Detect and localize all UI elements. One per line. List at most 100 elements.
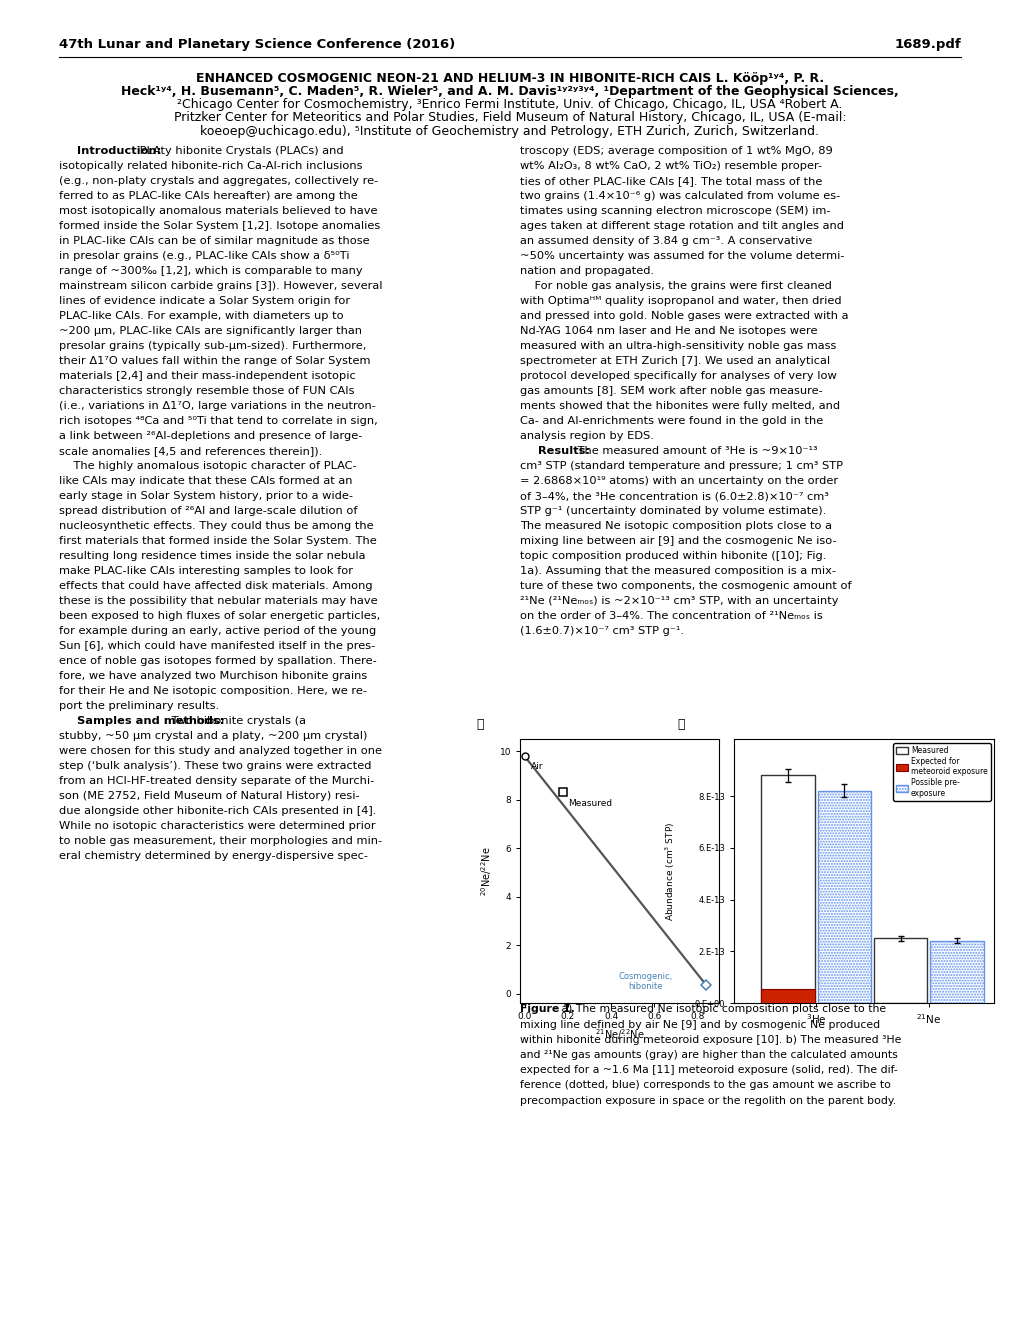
Text: ence of noble gas isotopes formed by spallation. There-: ence of noble gas isotopes formed by spa… [59, 656, 377, 665]
Text: lines of evidence indicate a Solar System origin for: lines of evidence indicate a Solar Syste… [59, 296, 350, 306]
Text: ²Chicago Center for Cosmochemistry, ³Enrico Fermi Institute, Univ. of Chicago, C: ²Chicago Center for Cosmochemistry, ³Enr… [177, 98, 842, 111]
Text: most isotopically anomalous materials believed to have: most isotopically anomalous materials be… [59, 206, 377, 216]
Text: ments showed that the hibonites were fully melted, and: ments showed that the hibonites were ful… [520, 401, 840, 411]
Bar [929, 941, 982, 1003]
Text: spread distribution of ²⁶Al and large-scale dilution of: spread distribution of ²⁶Al and large-sc… [59, 506, 358, 516]
Text: (1.6±0.7)×10⁻⁷ cm³ STP g⁻¹.: (1.6±0.7)×10⁻⁷ cm³ STP g⁻¹. [520, 626, 684, 636]
Text: early stage in Solar System history, prior to a wide-: early stage in Solar System history, pri… [59, 491, 353, 502]
Text: materials [2,4] and their mass-independent isotopic: materials [2,4] and their mass-independe… [59, 371, 356, 381]
Text: The measured Ne isotopic composition plots close to a: The measured Ne isotopic composition plo… [520, 521, 832, 531]
Text: a) The measured Ne isotopic composition plots close to the: a) The measured Ne isotopic composition … [557, 1005, 886, 1015]
Text: on the order of 3–4%. The concentration of ²¹Neₘₒₛ is: on the order of 3–4%. The concentration … [520, 611, 822, 620]
Text: 1689.pdf: 1689.pdf [894, 37, 960, 50]
Text: for their He and Ne isotopic composition. Here, we re-: for their He and Ne isotopic composition… [59, 686, 367, 696]
Text: fore, we have analyzed two Murchison hibonite grains: fore, we have analyzed two Murchison hib… [59, 671, 367, 681]
Text: from an HCl-HF-treated density separate of the Murchi-: from an HCl-HF-treated density separate … [59, 776, 374, 785]
Text: Measured: Measured [568, 799, 611, 808]
Text: these is the possibility that nebular materials may have: these is the possibility that nebular ma… [59, 595, 377, 606]
Text: in presolar grains (e.g., PLAC-like CAIs show a δ⁵⁰Ti: in presolar grains (e.g., PLAC-like CAIs… [59, 251, 350, 261]
Text: measured with an ultra-high-sensitivity noble gas mass: measured with an ultra-high-sensitivity … [520, 341, 836, 351]
Text: step (‘bulk analysis’). These two grains were extracted: step (‘bulk analysis’). These two grains… [59, 760, 371, 771]
Text: STP g⁻¹ (uncertainty dominated by volume estimate).: STP g⁻¹ (uncertainty dominated by volume… [520, 506, 825, 516]
Text: isotopically related hibonite-rich Ca-Al-rich inclusions: isotopically related hibonite-rich Ca-Al… [59, 161, 363, 172]
Text: ~50% uncertainty was assumed for the volume determi-: ~50% uncertainty was assumed for the vol… [520, 251, 844, 261]
Text: ⓑ: ⓑ [677, 718, 684, 731]
Legend: Measured, Expected for
meteoroid exposure, Possible pre-
exposure: Measured, Expected for meteoroid exposur… [893, 743, 989, 801]
Text: troscopy (EDS; average composition of 1 wt% MgO, 89: troscopy (EDS; average composition of 1 … [520, 147, 833, 157]
Y-axis label: Abundance (cm$^{3}$ STP): Abundance (cm$^{3}$ STP) [663, 821, 677, 921]
Text: topic composition produced within hibonite ([10]; Fig.: topic composition produced within hiboni… [520, 550, 825, 561]
Text: nation and propagated.: nation and propagated. [520, 267, 653, 276]
Text: Ca- and Al-enrichments were found in the gold in the: Ca- and Al-enrichments were found in the… [520, 416, 822, 426]
Text: ture of these two components, the cosmogenic amount of: ture of these two components, the cosmog… [520, 581, 851, 591]
Text: resulting long residence times inside the solar nebula: resulting long residence times inside th… [59, 550, 365, 561]
Text: expected for a ~1.6 Ma [11] meteoroid exposure (solid, red). The dif-: expected for a ~1.6 Ma [11] meteoroid ex… [520, 1065, 897, 1076]
Text: The measured amount of ³He is ~9×10⁻¹³: The measured amount of ³He is ~9×10⁻¹³ [574, 446, 817, 457]
Text: analysis region by EDS.: analysis region by EDS. [520, 432, 653, 441]
Text: port the preliminary results.: port the preliminary results. [59, 701, 219, 710]
Text: mixing line between air [9] and the cosmogenic Ne iso-: mixing line between air [9] and the cosm… [520, 536, 836, 546]
Text: ties of other PLAC-like CAIs [4]. The total mass of the: ties of other PLAC-like CAIs [4]. The to… [520, 177, 821, 186]
Text: 1a). Assuming that the measured composition is a mix-: 1a). Assuming that the measured composit… [520, 566, 836, 576]
Bar [760, 989, 814, 1003]
Text: ferred to as PLAC-like CAIs hereafter) are among the: ferred to as PLAC-like CAIs hereafter) a… [59, 191, 358, 202]
Text: nucleosynthetic effects. They could thus be among the: nucleosynthetic effects. They could thus… [59, 521, 373, 531]
Text: mixing line defined by air Ne [9] and by cosmogenic Ne produced: mixing line defined by air Ne [9] and by… [520, 1019, 879, 1030]
Text: For noble gas analysis, the grains were first cleaned: For noble gas analysis, the grains were … [520, 281, 832, 292]
Text: The highly anomalous isotopic character of PLAC-: The highly anomalous isotopic character … [59, 461, 357, 471]
Text: scale anomalies [4,5 and references therein]).: scale anomalies [4,5 and references ther… [59, 446, 322, 457]
Bar [760, 775, 814, 1003]
Text: spectrometer at ETH Zurich [7]. We used an analytical: spectrometer at ETH Zurich [7]. We used … [520, 356, 829, 366]
Text: = 2.6868×10¹⁹ atoms) with an uncertainty on the order: = 2.6868×10¹⁹ atoms) with an uncertainty… [520, 477, 838, 486]
Text: precompaction exposure in space or the regolith on the parent body.: precompaction exposure in space or the r… [520, 1096, 896, 1106]
Text: While no isotopic characteristics were determined prior: While no isotopic characteristics were d… [59, 821, 375, 830]
Bar [873, 939, 926, 1003]
Text: in PLAC-like CAIs can be of similar magnitude as those: in PLAC-like CAIs can be of similar magn… [59, 236, 370, 247]
Text: koeoep@uchicago.edu), ⁵Institute of Geochemistry and Petrology, ETH Zurich, Zuri: koeoep@uchicago.edu), ⁵Institute of Geoc… [201, 124, 818, 137]
Text: Samples and methods:: Samples and methods: [76, 715, 223, 726]
Text: make PLAC-like CAIs interesting samples to look for: make PLAC-like CAIs interesting samples … [59, 566, 353, 576]
Text: PLAC-like CAIs. For example, with diameters up to: PLAC-like CAIs. For example, with diamet… [59, 312, 343, 321]
Text: of 3–4%, the ³He concentration is (6.0±2.8)×10⁻⁷ cm³: of 3–4%, the ³He concentration is (6.0±2… [520, 491, 828, 502]
Text: wt% Al₂O₃, 8 wt% CaO, 2 wt% TiO₂) resemble proper-: wt% Al₂O₃, 8 wt% CaO, 2 wt% TiO₂) resemb… [520, 161, 821, 172]
Text: ~200 μm, PLAC-like CAIs are significantly larger than: ~200 μm, PLAC-like CAIs are significantl… [59, 326, 362, 337]
Text: mainstream silicon carbide grains [3]). However, several: mainstream silicon carbide grains [3]). … [59, 281, 382, 292]
Text: were chosen for this study and analyzed together in one: were chosen for this study and analyzed … [59, 746, 382, 756]
Text: within hibonite during meteoroid exposure [10]. b) The measured ³He: within hibonite during meteoroid exposur… [520, 1035, 901, 1045]
Text: timates using scanning electron microscope (SEM) im-: timates using scanning electron microsco… [520, 206, 829, 216]
Text: Two hibonite crystals (a: Two hibonite crystals (a [168, 715, 306, 726]
Text: two grains (1.4×10⁻⁶ g) was calculated from volume es-: two grains (1.4×10⁻⁶ g) was calculated f… [520, 191, 840, 202]
Text: rich isotopes ⁴⁸Ca and ⁵⁰Ti that tend to correlate in sign,: rich isotopes ⁴⁸Ca and ⁵⁰Ti that tend to… [59, 416, 378, 426]
Text: Sun [6], which could have manifested itself in the pres-: Sun [6], which could have manifested its… [59, 640, 375, 651]
Text: ⓐ: ⓐ [476, 718, 483, 731]
Text: and ²¹Ne gas amounts (gray) are higher than the calculated amounts: and ²¹Ne gas amounts (gray) are higher t… [520, 1049, 897, 1060]
Text: Heck¹ʸ⁴, H. Busemann⁵, C. Maden⁵, R. Wieler⁵, and A. M. Davis¹ʸ²ʸ³ʸ⁴, ¹Departmen: Heck¹ʸ⁴, H. Busemann⁵, C. Maden⁵, R. Wie… [121, 84, 898, 98]
Text: with Optimaᴴᴹ quality isopropanol and water, then dried: with Optimaᴴᴹ quality isopropanol and wa… [520, 296, 841, 306]
Text: range of ~300‰ [1,2], which is comparable to many: range of ~300‰ [1,2], which is comparabl… [59, 267, 363, 276]
Text: their Δ1⁷O values fall within the range of Solar System: their Δ1⁷O values fall within the range … [59, 356, 370, 366]
Text: (e.g., non-platy crystals and aggregates, collectively re-: (e.g., non-platy crystals and aggregates… [59, 177, 378, 186]
Text: cm³ STP (standard temperature and pressure; 1 cm³ STP: cm³ STP (standard temperature and pressu… [520, 461, 843, 471]
Text: due alongside other hibonite-rich CAIs presented in [4].: due alongside other hibonite-rich CAIs p… [59, 805, 376, 816]
Text: son (ME 2752, Field Museum of Natural History) resi-: son (ME 2752, Field Museum of Natural Hi… [59, 791, 360, 801]
Text: Introduction:: Introduction: [76, 147, 161, 157]
Y-axis label: $^{20}$Ne/$^{22}$Ne: $^{20}$Ne/$^{22}$Ne [479, 846, 493, 896]
Text: ²¹Ne (²¹Neₘₒₛ) is ~2×10⁻¹³ cm³ STP, with an uncertainty: ²¹Ne (²¹Neₘₒₛ) is ~2×10⁻¹³ cm³ STP, with… [520, 595, 838, 606]
Text: gas amounts [8]. SEM work after noble gas measure-: gas amounts [8]. SEM work after noble ga… [520, 387, 822, 396]
Text: ages taken at different stage rotation and tilt angles and: ages taken at different stage rotation a… [520, 222, 844, 231]
Text: Results:: Results: [537, 446, 589, 457]
Text: and pressed into gold. Noble gases were extracted with a: and pressed into gold. Noble gases were … [520, 312, 848, 321]
Text: to noble gas measurement, their morphologies and min-: to noble gas measurement, their morpholo… [59, 836, 382, 846]
Text: ENHANCED COSMOGENIC NEON-21 AND HELIUM-3 IN HIBONITE-RICH CAIS L. Kööp¹ʸ⁴, P. R.: ENHANCED COSMOGENIC NEON-21 AND HELIUM-3… [196, 71, 823, 84]
Text: Cosmogenic,
hibonite: Cosmogenic, hibonite [618, 972, 673, 991]
Text: ference (dotted, blue) corresponds to the gas amount we ascribe to: ference (dotted, blue) corresponds to th… [520, 1080, 891, 1090]
Text: an assumed density of 3.84 g cm⁻³. A conservative: an assumed density of 3.84 g cm⁻³. A con… [520, 236, 812, 247]
Text: presolar grains (typically sub-μm-sized). Furthermore,: presolar grains (typically sub-μm-sized)… [59, 341, 366, 351]
Text: a link between ²⁶Al-depletions and presence of large-: a link between ²⁶Al-depletions and prese… [59, 432, 362, 441]
Text: stubby, ~50 μm crystal and a platy, ~200 μm crystal): stubby, ~50 μm crystal and a platy, ~200… [59, 731, 367, 741]
Text: 47th Lunar and Planetary Science Conference (2016): 47th Lunar and Planetary Science Confere… [59, 37, 454, 50]
Text: Nd-YAG 1064 nm laser and He and Ne isotopes were: Nd-YAG 1064 nm laser and He and Ne isoto… [520, 326, 817, 337]
Text: like CAIs may indicate that these CAIs formed at an: like CAIs may indicate that these CAIs f… [59, 477, 353, 486]
Text: been exposed to high fluxes of solar energetic particles,: been exposed to high fluxes of solar ene… [59, 611, 380, 620]
Text: Figure 1.: Figure 1. [520, 1005, 575, 1015]
